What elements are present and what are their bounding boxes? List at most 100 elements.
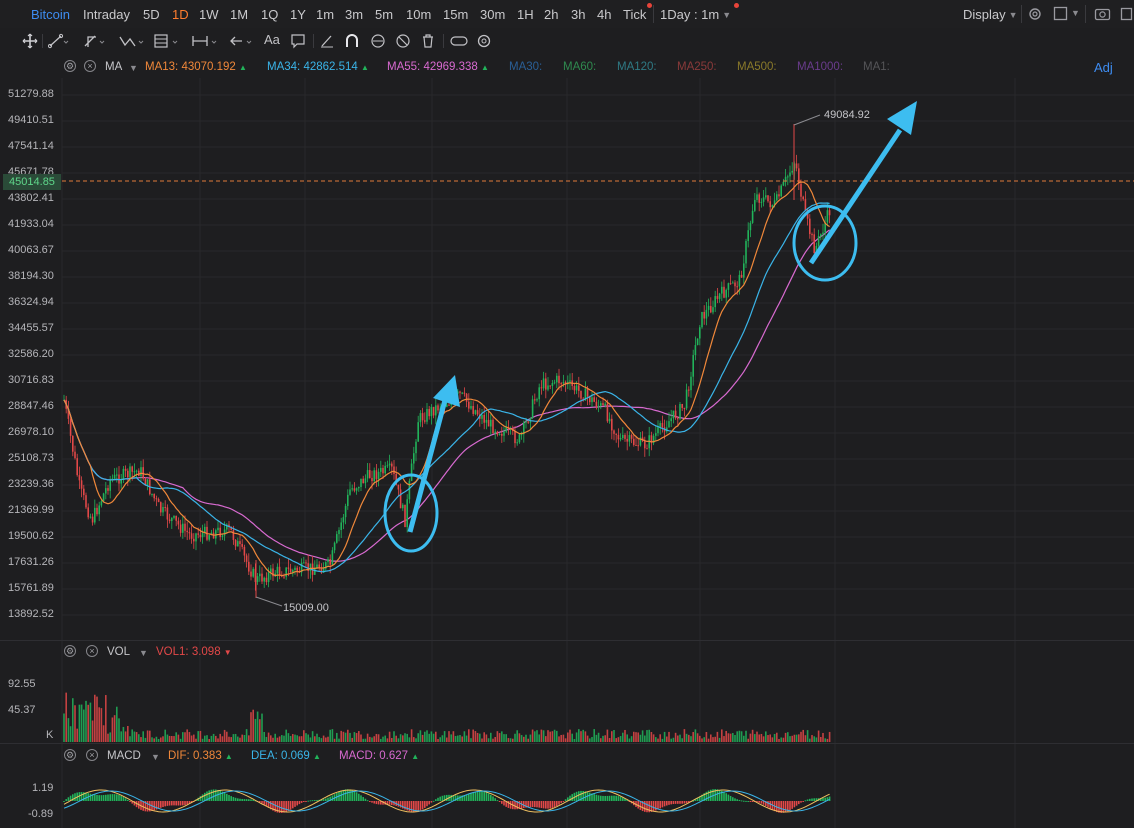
hide-icon[interactable]: [395, 33, 411, 49]
macd-bar: [135, 801, 138, 808]
macd-bar: [641, 801, 644, 812]
link-icon[interactable]: [450, 33, 468, 49]
text-tool[interactable]: Aa: [264, 32, 280, 47]
tf-5d[interactable]: 5D: [143, 7, 160, 22]
candle-body: [265, 577, 268, 583]
candle-body: [476, 410, 479, 415]
candle-body: [116, 474, 118, 476]
volume-bar: [600, 738, 602, 742]
candle-body: [696, 338, 699, 346]
volume-bar: [683, 729, 686, 742]
candle-body: [672, 410, 675, 419]
tf-intraday[interactable]: Intraday: [83, 7, 130, 22]
brush-icon[interactable]: [319, 33, 335, 49]
candle-body: [386, 465, 389, 467]
candle-body: [538, 387, 540, 400]
settings-icon[interactable]: [1027, 6, 1043, 22]
volume-bar: [771, 737, 774, 742]
volume-bar: [518, 733, 521, 742]
trendline-icon[interactable]: [48, 33, 70, 49]
lock-icon[interactable]: [370, 33, 386, 49]
note-icon[interactable]: [290, 33, 306, 49]
candle-body: [619, 438, 622, 440]
macd-name[interactable]: MACD: [107, 750, 141, 762]
tf-1m[interactable]: 1M: [230, 7, 249, 22]
candle-body: [716, 296, 719, 299]
pattern-icon[interactable]: [118, 33, 148, 49]
macd-bar: [149, 801, 151, 812]
tf-1d[interactable]: 1D: [172, 7, 189, 22]
chevron-down-icon[interactable]: ▼: [151, 752, 160, 762]
ma-indicator-row: ⚙ × MA ▼ MA13: 43070.192 ▲ MA34: 42862.5…: [0, 56, 1134, 78]
symbol-name[interactable]: Bitcoin: [31, 7, 71, 22]
macd-bar: [468, 794, 470, 801]
candle-body: [784, 176, 787, 182]
export-icon[interactable]: [1120, 6, 1134, 22]
close-icon[interactable]: ×: [86, 645, 98, 657]
magnet-icon[interactable]: [344, 33, 360, 49]
gear-icon[interactable]: ⚙: [64, 645, 76, 657]
close-icon[interactable]: ×: [84, 60, 96, 72]
tf-1w[interactable]: 1W: [199, 7, 219, 22]
macd-bar: [542, 801, 545, 809]
vol-name[interactable]: VOL: [107, 646, 131, 658]
camera-icon[interactable]: [1094, 6, 1112, 22]
ma-name[interactable]: MA: [105, 61, 123, 73]
volume-bar: [672, 737, 675, 742]
tf-3min[interactable]: 3m: [345, 7, 364, 22]
macd-bar: [355, 792, 358, 801]
candle-body: [606, 403, 609, 422]
volume-bar: [485, 734, 488, 742]
up-arrow-icon: ▲: [239, 63, 247, 72]
vol-unit: K: [46, 729, 54, 741]
tf-3h[interactable]: 3h: [571, 7, 586, 22]
interval-selector[interactable]: 1Day : 1m ▼: [660, 7, 731, 22]
volume-bar: [76, 728, 78, 742]
tf-1h[interactable]: 1H: [517, 7, 534, 22]
candle-body: [360, 478, 362, 487]
display-menu[interactable]: Display ▼: [963, 7, 1018, 22]
tf-1y[interactable]: 1Y: [290, 7, 306, 22]
candle-body: [131, 466, 133, 472]
channel-icon[interactable]: [83, 33, 107, 49]
candle-body: [626, 438, 628, 442]
trash-icon[interactable]: [420, 33, 436, 49]
fib-icon[interactable]: [153, 33, 183, 49]
volume-bar: [221, 736, 224, 742]
candle-body: [358, 486, 360, 489]
volume-bar: [201, 738, 204, 742]
gear-icon[interactable]: ⚙: [64, 749, 76, 761]
tf-30min[interactable]: 30m: [480, 7, 506, 22]
crosshair-icon[interactable]: [22, 33, 38, 49]
layout-icon[interactable]: [1053, 6, 1069, 22]
chevron-down-icon[interactable]: ▼: [1071, 8, 1080, 18]
adj-button[interactable]: Adj: [1094, 60, 1113, 75]
volume-bar: [351, 737, 353, 742]
tf-5min[interactable]: 5m: [375, 7, 394, 22]
volume-bar: [129, 736, 131, 742]
tf-tick[interactable]: Tick: [623, 7, 647, 22]
tf-15min[interactable]: 15m: [443, 7, 469, 22]
candle-body: [736, 286, 738, 288]
volume-bar: [523, 736, 525, 742]
tick-alert-dot: [647, 3, 652, 8]
macd-bar: [369, 801, 371, 802]
volume-bar: [657, 738, 659, 742]
volume-bar: [582, 729, 584, 742]
tf-1min[interactable]: 1m: [316, 7, 335, 22]
settings-icon[interactable]: [476, 33, 492, 49]
tf-1q[interactable]: 1Q: [261, 7, 279, 22]
macd-bar: [131, 801, 133, 804]
close-icon[interactable]: ×: [86, 749, 98, 761]
tf-2h[interactable]: 2h: [544, 7, 559, 22]
tf-4h[interactable]: 4h: [597, 7, 612, 22]
gear-icon[interactable]: ⚙: [64, 60, 76, 72]
chevron-down-icon[interactable]: ▼: [129, 63, 138, 73]
candle-body: [190, 533, 193, 539]
measure-icon[interactable]: [191, 33, 221, 49]
chevron-down-icon[interactable]: ▼: [139, 648, 148, 658]
tf-10min[interactable]: 10m: [406, 7, 432, 22]
arrow-icon[interactable]: [228, 33, 258, 49]
candle-body: [393, 466, 395, 475]
